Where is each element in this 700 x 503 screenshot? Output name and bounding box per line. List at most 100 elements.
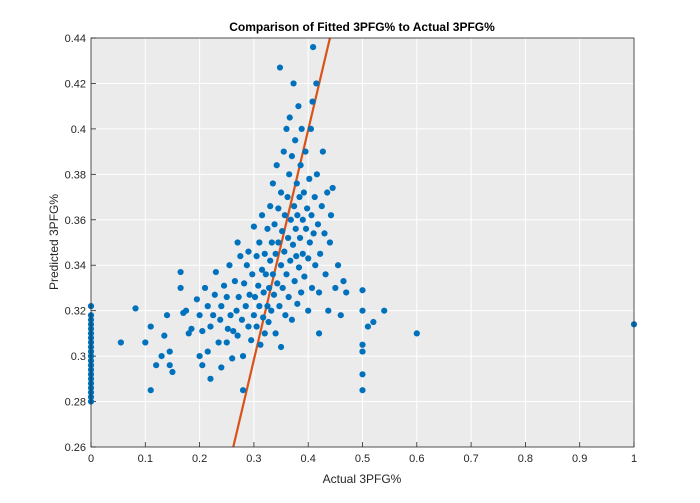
data-point: [207, 323, 214, 330]
data-point: [177, 268, 184, 276]
data-point: [217, 316, 224, 323]
data-point: [238, 316, 246, 323]
data-point: [286, 114, 293, 121]
data-point: [267, 203, 274, 210]
data-point: [229, 355, 236, 362]
y-axis-label: Predicted 3PFG%: [47, 194, 61, 290]
data-point: [239, 353, 247, 360]
data-point: [253, 253, 260, 260]
data-point: [313, 80, 320, 87]
data-point: [343, 289, 350, 296]
data-point: [188, 325, 195, 332]
data-point: [314, 221, 322, 228]
data-point: [287, 216, 294, 223]
fit-line: [232, 37, 331, 448]
data-point: [243, 262, 250, 269]
data-point: [211, 291, 218, 298]
x-axis-ticks: 0 0.1 0.2 0.3 0.4 0.5 0.6 0.7 0.8 0.9 1: [88, 442, 637, 465]
x-axis-label: Actual 3PFG%: [323, 472, 402, 486]
data-point: [199, 362, 206, 369]
data-point: [285, 293, 292, 301]
data-point: [413, 330, 420, 337]
x-tick-label: 0.2: [192, 453, 207, 465]
data-point: [359, 341, 366, 348]
data-point: [293, 180, 300, 187]
data-point: [230, 328, 237, 335]
data-point: [306, 175, 313, 182]
data-point: [273, 162, 280, 169]
data-point: [266, 284, 273, 292]
data-point: [257, 341, 264, 348]
data-point: [297, 162, 304, 169]
data-point: [153, 362, 160, 369]
data-point: [311, 193, 318, 201]
data-point: [292, 137, 299, 144]
data-point: [290, 203, 298, 210]
data-point: [306, 239, 313, 246]
y-tick-label: 0.44: [65, 33, 86, 45]
data-point: [334, 262, 342, 269]
y-tick-label: 0.38: [65, 169, 86, 181]
data-point: [204, 348, 211, 355]
data-point: [381, 307, 388, 314]
data-point: [293, 253, 300, 260]
data-point: [359, 371, 366, 378]
y-tick-label: 0.42: [65, 78, 86, 90]
y-tick-label: 0.26: [65, 442, 86, 454]
data-point: [359, 287, 366, 294]
data-point: [212, 268, 219, 276]
data-point: [223, 339, 230, 346]
data-point: [296, 234, 304, 242]
data-point: [255, 282, 262, 289]
data-point: [246, 291, 253, 298]
x-tick-label: 0.7: [463, 453, 478, 465]
data-point: [220, 282, 228, 289]
data-point: [277, 262, 285, 269]
data-point: [147, 387, 154, 394]
data-point: [327, 212, 335, 219]
data-point: [265, 318, 272, 326]
data-point: [275, 239, 282, 246]
data-point: [300, 189, 307, 196]
data-point: [235, 293, 242, 301]
data-point: [276, 64, 284, 71]
data-point: [289, 241, 297, 248]
data-point: [295, 264, 303, 271]
data-point: [161, 332, 168, 339]
data-point: [260, 314, 267, 321]
data-point: [215, 339, 222, 346]
data-point: [210, 312, 217, 319]
data-point: [290, 80, 297, 87]
data-point: [196, 353, 203, 360]
data-point: [291, 278, 298, 285]
data-point: [317, 250, 324, 257]
x-tick-label: 0.4: [301, 453, 316, 465]
data-point: [270, 291, 278, 298]
data-point: [321, 230, 328, 237]
data-point: [262, 271, 269, 278]
data-point: [233, 307, 240, 314]
data-point: [272, 330, 279, 337]
data-point: [204, 303, 211, 310]
x-tick-label: 0.8: [518, 453, 533, 465]
data-point: [288, 153, 296, 160]
data-point: [234, 239, 241, 246]
data-point: [332, 284, 339, 292]
data-point: [256, 303, 263, 310]
data-point: [234, 332, 241, 339]
data-point: [310, 230, 317, 237]
x-tick-label: 0.3: [246, 453, 261, 465]
data-point: [158, 353, 165, 360]
data-point: [364, 323, 372, 330]
data-point: [370, 318, 377, 326]
data-point: [241, 280, 248, 287]
data-point: [277, 343, 285, 351]
data-point: [329, 184, 336, 192]
data-point: [304, 205, 311, 212]
data-point: [282, 312, 289, 319]
data-point: [279, 228, 286, 235]
data-point: [227, 312, 234, 319]
data-point: [185, 330, 192, 337]
data-point: [268, 239, 275, 246]
data-point: [250, 223, 257, 230]
